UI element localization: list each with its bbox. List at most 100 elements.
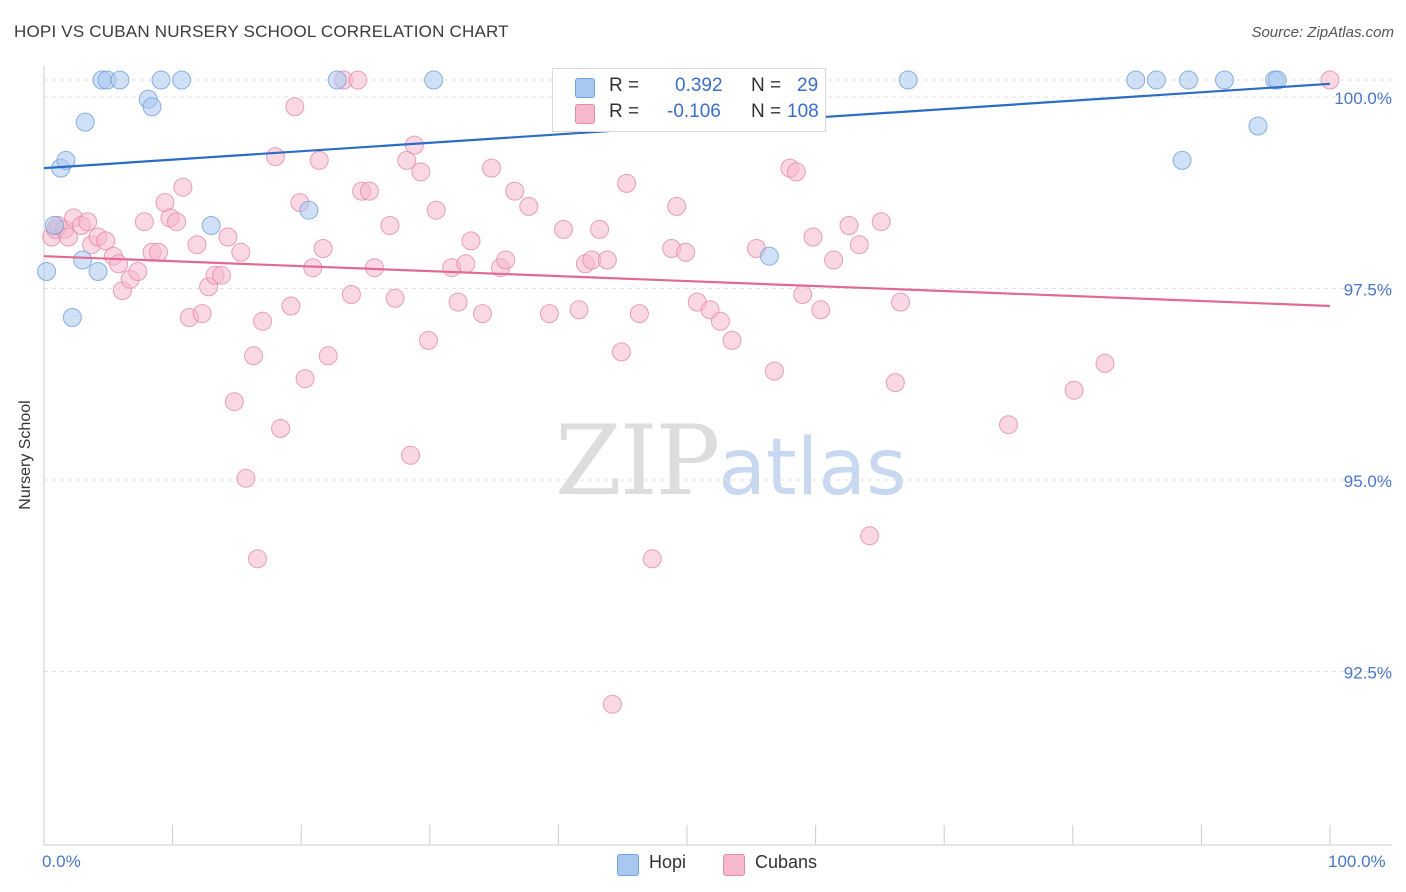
cubans-point xyxy=(473,304,492,324)
hopi-point xyxy=(73,250,93,270)
hopi-point xyxy=(88,262,108,281)
cubans-point xyxy=(313,239,333,258)
y-tick-label: 97.5% xyxy=(1344,281,1392,300)
cubans-point xyxy=(309,150,329,170)
cubans-point xyxy=(58,227,78,247)
x-tick-label-max: 100.0% xyxy=(1328,852,1386,871)
cubans-n-value: 108 xyxy=(787,101,819,122)
cubans-point xyxy=(1320,70,1340,90)
cubans-point xyxy=(134,212,154,232)
cubans-point xyxy=(128,262,148,281)
cubans-n-label: N = xyxy=(751,101,782,122)
cubans-point xyxy=(519,196,539,216)
cubans-point xyxy=(385,288,405,308)
cubans-point xyxy=(786,162,806,182)
watermark: ZIPatlas xyxy=(555,405,907,517)
hopi-point xyxy=(56,150,76,170)
cubans-point xyxy=(341,285,361,304)
cubans-point xyxy=(411,162,431,182)
bottom-cubans-label: Cubans xyxy=(755,852,818,872)
hopi-point xyxy=(1172,150,1192,170)
cubans-point xyxy=(244,346,264,366)
watermark-atlas: atlas xyxy=(718,423,907,513)
hopi-point xyxy=(1215,70,1234,90)
x-tick-label-min: 0.0% xyxy=(42,852,81,871)
cubans-point xyxy=(590,219,610,239)
cubans-point xyxy=(811,300,831,320)
y-tick-label: 95.0% xyxy=(1344,472,1392,491)
hopi-point xyxy=(75,112,95,132)
hopi-r-value: 0.392 xyxy=(675,75,723,96)
hopi-point xyxy=(62,308,82,327)
hopi-point xyxy=(424,70,444,90)
cubans-point xyxy=(629,304,649,324)
y-tick-label: 100.0% xyxy=(1334,89,1392,108)
cubans-point xyxy=(224,392,244,412)
hopi-point xyxy=(1179,70,1198,90)
cubans-point xyxy=(167,212,186,232)
cubans-point xyxy=(212,265,231,285)
cubans-point xyxy=(271,419,291,438)
hopi-point xyxy=(44,216,64,235)
cubans-trend-line xyxy=(43,255,1331,308)
bottom-hopi-swatch xyxy=(617,854,639,876)
cubans-point xyxy=(860,526,880,546)
cubans-point xyxy=(597,250,617,270)
cubans-point xyxy=(218,227,238,247)
cubans-r-value: -0.106 xyxy=(667,101,721,122)
y-axis-label: Nursery School xyxy=(17,400,34,510)
hopi-point xyxy=(327,70,347,90)
cubans-point xyxy=(1095,353,1115,373)
hopi-point xyxy=(898,70,918,90)
cubans-point xyxy=(359,181,379,201)
cubans-point xyxy=(380,216,400,235)
hopi-point xyxy=(37,262,57,281)
cubans-point xyxy=(149,242,168,262)
cubans-point xyxy=(192,304,212,324)
cubans-point xyxy=(642,549,662,569)
hopi-n-label: N = xyxy=(751,75,782,96)
hopi-point xyxy=(1146,70,1166,90)
cubans-point xyxy=(722,330,742,350)
hopi-point xyxy=(1126,70,1146,90)
hopi-point xyxy=(151,70,171,90)
hopi-point xyxy=(299,200,319,220)
cubans-point xyxy=(401,445,420,465)
cubans-point xyxy=(426,200,446,220)
cubans-point xyxy=(109,254,129,274)
cubans-point xyxy=(764,361,784,381)
cubans-point xyxy=(676,242,696,262)
cubans-point xyxy=(318,346,338,366)
cubans-point xyxy=(236,468,256,488)
watermark-zip: ZIP xyxy=(555,405,720,517)
cubans-swatch xyxy=(575,104,595,124)
hopi-point xyxy=(110,70,130,90)
correlation-legend: R = 0.392 N = 29 R = -0.106 N = 108 xyxy=(552,68,826,132)
cubans-point xyxy=(482,158,501,178)
cubans-point xyxy=(78,212,98,232)
cubans-point xyxy=(448,292,468,312)
cubans-point xyxy=(611,342,631,362)
cubans-point xyxy=(281,296,301,316)
bottom-cubans-swatch xyxy=(723,854,745,876)
cubans-point xyxy=(266,147,285,167)
cubans-point xyxy=(885,373,905,393)
cubans-point xyxy=(554,219,573,239)
hopi-n-value: 29 xyxy=(797,75,819,96)
cubans-point xyxy=(231,242,251,262)
hopi-point xyxy=(172,70,192,90)
cubans-point xyxy=(295,369,315,389)
cubans-point xyxy=(253,311,273,331)
cubans-point xyxy=(999,415,1018,435)
cubans-point xyxy=(285,97,305,117)
chart-title: HOPI VS CUBAN NURSERY SCHOOL CORRELATION… xyxy=(14,22,509,41)
cubans-point xyxy=(839,216,859,235)
cubans-point xyxy=(803,227,823,247)
source-credit: Source: ZipAtlas.com xyxy=(1251,24,1394,41)
cubans-point xyxy=(617,173,637,193)
hopi-point xyxy=(1248,116,1268,136)
hopi-r-label: R = xyxy=(609,75,640,96)
cubans-point xyxy=(891,292,910,312)
cubans-point xyxy=(397,150,417,170)
